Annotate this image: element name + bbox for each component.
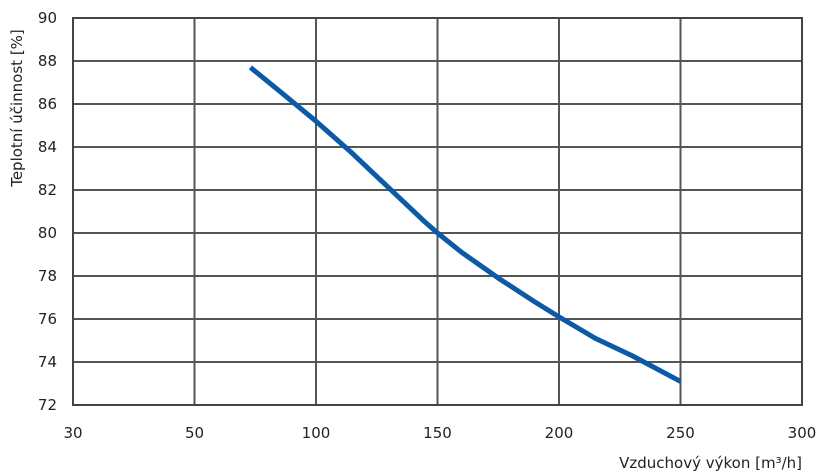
x-tick-label: 30	[63, 424, 82, 442]
x-tick-label: 250	[666, 424, 695, 442]
x-tick-label: 100	[302, 424, 331, 442]
y-tick-label: 86	[38, 95, 57, 113]
plot-frame	[72, 17, 803, 406]
y-tick-label: 76	[38, 310, 57, 328]
y-tick-label: 84	[38, 138, 57, 156]
y-tick-label: 74	[38, 353, 57, 371]
y-tick-label: 82	[38, 181, 57, 199]
x-tick-label: 200	[545, 424, 574, 442]
y-tick-label: 88	[38, 52, 57, 70]
y-tick-label: 90	[38, 9, 57, 27]
x-tick-label: 300	[788, 424, 817, 442]
x-axis-ticks: 30 50 100 150 200 250 300	[63, 424, 816, 442]
series-layer	[248, 65, 682, 384]
y-tick-label: 78	[38, 267, 57, 285]
series-line	[248, 65, 682, 384]
x-axis-label: Vzduchový výkon [m³/h]	[619, 454, 802, 472]
y-axis-ticks: 72 74 76 78 80 82 84 86 88 90	[38, 9, 57, 414]
x-tick-label: 150	[423, 424, 452, 442]
y-tick-label: 80	[38, 224, 57, 242]
grid-lines	[73, 18, 802, 405]
y-axis-label: Teplotní účinnost [%]	[8, 29, 26, 188]
y-tick-label: 72	[38, 396, 57, 414]
x-tick-label: 50	[185, 424, 204, 442]
